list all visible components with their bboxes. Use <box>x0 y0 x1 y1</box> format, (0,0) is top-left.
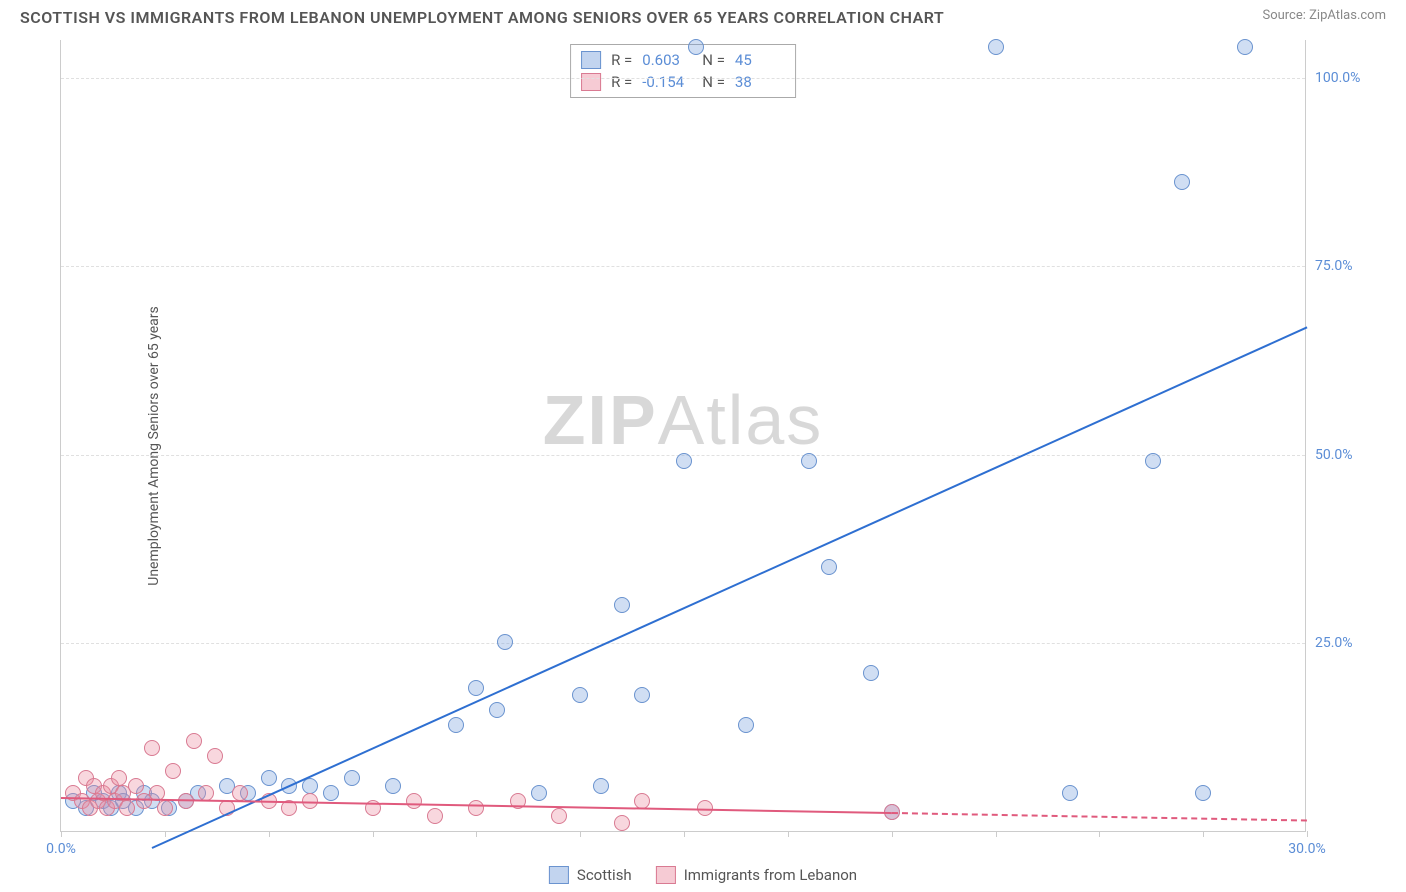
y-tick-label: 100.0% <box>1315 70 1375 86</box>
scatter-point <box>863 665 879 681</box>
chart-area: ZIPAtlas R = 0.603 N = 45 R = -0.154 N = 38… <box>60 40 1306 832</box>
legend-item: Scottish <box>549 866 632 884</box>
scatter-point <box>489 702 505 718</box>
y-tick-label: 50.0% <box>1315 447 1375 463</box>
page-title: SCOTTISH VS IMMIGRANTS FROM LEBANON UNEM… <box>20 8 944 27</box>
scatter-point <box>128 778 144 794</box>
scatter-point <box>634 687 650 703</box>
scatter-point <box>988 39 1004 55</box>
scatter-point <box>614 597 630 613</box>
scatter-point <box>165 763 181 779</box>
legend-stats: R = 0.603 N = 45 R = -0.154 N = 38 <box>570 44 796 98</box>
scatter-point <box>232 785 248 801</box>
scatter-point <box>801 453 817 469</box>
scatter-point <box>119 800 135 816</box>
scatter-point <box>551 808 567 824</box>
legend-stat-row: R = -0.154 N = 38 <box>581 71 785 93</box>
trend-line <box>152 327 1307 849</box>
legend-swatch <box>656 866 676 884</box>
x-tick-label: 30.0% <box>1288 841 1326 857</box>
scatter-point <box>448 717 464 733</box>
n-value: 45 <box>735 51 785 69</box>
scatter-point <box>1195 785 1211 801</box>
plot-area: ZIPAtlas R = 0.603 N = 45 R = -0.154 N = 38… <box>60 40 1306 832</box>
scatter-point <box>186 733 202 749</box>
grid-line <box>61 266 1305 267</box>
n-value: 38 <box>735 73 785 91</box>
n-label: N = <box>702 73 725 91</box>
r-label: R = <box>611 51 632 69</box>
legend-label: Immigrants from Lebanon <box>684 866 857 884</box>
scatter-point <box>676 453 692 469</box>
scatter-point <box>406 793 422 809</box>
x-minor-tick <box>373 831 374 837</box>
watermark: ZIPAtlas <box>543 380 824 460</box>
scatter-point <box>572 687 588 703</box>
scatter-point <box>614 815 630 831</box>
scatter-point <box>111 770 127 786</box>
x-minor-tick <box>165 831 166 837</box>
legend-swatch <box>581 51 601 69</box>
scatter-point <box>1237 39 1253 55</box>
grid-line <box>61 643 1305 644</box>
x-minor-tick <box>1307 831 1308 837</box>
scatter-point <box>821 559 837 575</box>
legend-series: Scottish Immigrants from Lebanon <box>549 866 857 884</box>
y-tick-label: 75.0% <box>1315 258 1375 274</box>
scatter-point <box>531 785 547 801</box>
x-tick-label: 0.0% <box>46 841 76 857</box>
scatter-point <box>497 634 513 650</box>
scatter-point <box>1062 785 1078 801</box>
trend-line-dashed <box>892 812 1307 822</box>
scatter-point <box>261 770 277 786</box>
x-minor-tick <box>892 831 893 837</box>
r-value: -0.154 <box>642 73 692 91</box>
x-minor-tick <box>580 831 581 837</box>
legend-swatch <box>581 73 601 91</box>
scatter-point <box>144 740 160 756</box>
scatter-point <box>593 778 609 794</box>
x-minor-tick <box>269 831 270 837</box>
watermark-prefix: ZIP <box>543 381 658 459</box>
x-minor-tick <box>61 831 62 837</box>
x-minor-tick <box>1099 831 1100 837</box>
source-label: Source: ZipAtlas.com <box>1262 8 1386 23</box>
legend-stat-row: R = 0.603 N = 45 <box>581 49 785 71</box>
x-minor-tick <box>788 831 789 837</box>
x-minor-tick <box>684 831 685 837</box>
scatter-point <box>634 793 650 809</box>
scatter-point <box>157 800 173 816</box>
scatter-point <box>468 800 484 816</box>
scatter-point <box>427 808 443 824</box>
watermark-suffix: Atlas <box>658 381 824 459</box>
x-minor-tick <box>996 831 997 837</box>
scatter-point <box>1174 174 1190 190</box>
scatter-point <box>738 717 754 733</box>
scatter-point <box>323 785 339 801</box>
r-value: 0.603 <box>642 51 692 69</box>
x-minor-tick <box>476 831 477 837</box>
legend-label: Scottish <box>577 866 632 884</box>
legend-swatch <box>549 866 569 884</box>
scatter-point <box>468 680 484 696</box>
scatter-point <box>1145 453 1161 469</box>
scatter-point <box>344 770 360 786</box>
n-label: N = <box>702 51 725 69</box>
y-tick-label: 25.0% <box>1315 635 1375 651</box>
x-minor-tick <box>1203 831 1204 837</box>
scatter-point <box>385 778 401 794</box>
r-label: R = <box>611 73 632 91</box>
scatter-point <box>688 39 704 55</box>
legend-item: Immigrants from Lebanon <box>656 866 857 884</box>
scatter-point <box>207 748 223 764</box>
grid-line <box>61 78 1305 79</box>
